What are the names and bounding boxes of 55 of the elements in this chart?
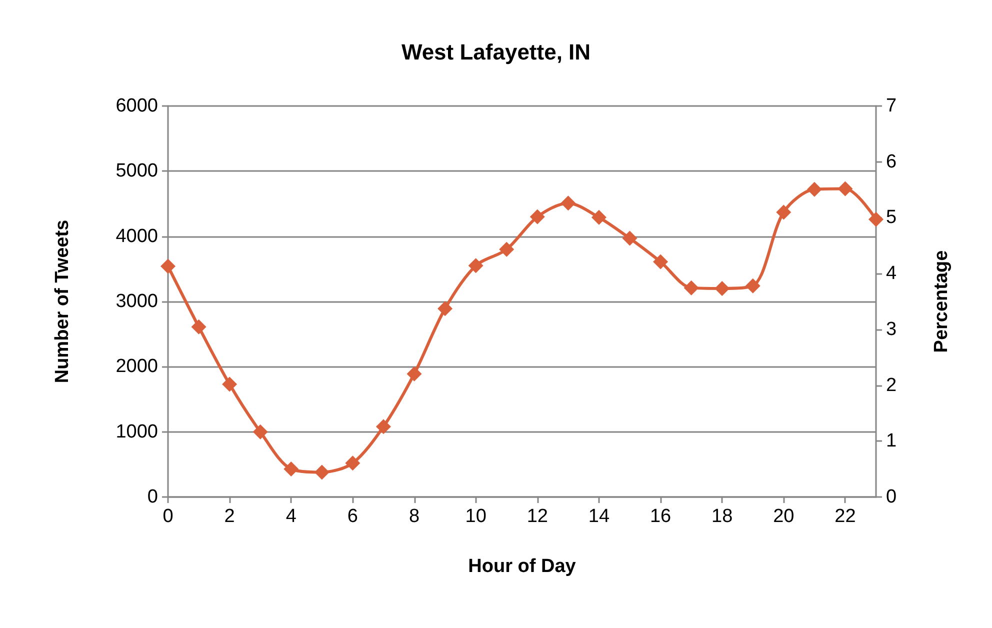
y2-tick-label: 7 [886,96,897,116]
point [868,212,884,227]
y-tick-label: 3000 [116,291,158,312]
point [191,319,206,334]
point [376,419,391,434]
point [252,424,268,440]
point [622,230,638,246]
x-tick-label: 2 [224,506,235,527]
point [314,464,330,480]
point [591,210,606,225]
y-tick-label: 0 [147,486,158,508]
y-tick-label: 5000 [116,160,158,182]
point [222,376,238,392]
point [653,254,668,270]
y2-tick-label: 0 [886,486,897,508]
y-axis-title: Number of Tweets [52,220,73,384]
y2-tick-label: 2 [886,374,897,396]
x-tick-label: 10 [465,506,486,527]
x-tick-label: 22 [834,506,856,527]
y2-axis-title: Percentage [931,250,952,353]
x-tick-label: 8 [408,506,420,527]
point [468,258,484,274]
y-tick-label: 2000 [116,356,158,378]
y2-tick-label: 3 [886,318,897,340]
x-tick-label: 18 [712,506,733,527]
point [838,181,853,196]
x-axis-title: Hour of Day [468,556,576,577]
x-tick-label: 16 [650,506,672,527]
point [714,280,730,296]
x-tick-label: 14 [588,506,610,527]
x-tick-label: 20 [773,506,794,527]
point [345,456,360,471]
y2-tick-label: 5 [886,207,897,228]
y-tick-label: 4000 [116,226,158,247]
x-tick-label: 12 [526,506,548,527]
point [560,196,576,211]
point [806,182,822,197]
y-tick-label: 6000 [116,96,158,116]
y2-tick-label: 4 [886,263,897,284]
point [776,204,792,220]
point [530,209,545,224]
point [499,242,514,257]
x-tick-label: 0 [162,506,174,527]
y-tick-label: 1000 [116,421,158,442]
y2-tick-label: 1 [886,430,897,452]
point [684,280,699,296]
point [745,278,760,294]
point [284,461,299,476]
y2-tick-label: 6 [886,151,897,172]
point [160,258,176,274]
x-tick-label: 6 [347,506,358,527]
point [438,301,453,316]
point [406,366,422,382]
x-tick-label: 4 [286,506,297,527]
chart-title: West Lafayette, IN [401,40,591,64]
